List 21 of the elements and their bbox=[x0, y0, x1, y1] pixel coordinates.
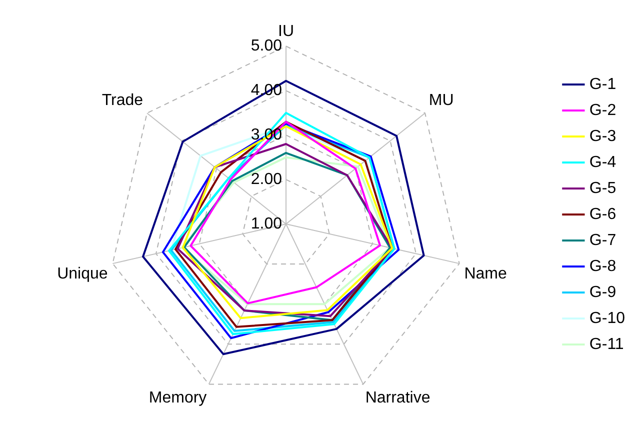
spoke-label: Memory bbox=[148, 390, 207, 407]
y-tick-label: 1.00 bbox=[250, 215, 282, 232]
spoke-label: Narrative bbox=[365, 390, 430, 407]
legend-label: G-6 bbox=[589, 206, 616, 223]
spoke-label: Trade bbox=[102, 92, 144, 109]
y-tick-label: 2.00 bbox=[250, 170, 282, 188]
spoke-label: MU bbox=[428, 92, 454, 109]
y-tick-label: 5.00 bbox=[250, 38, 282, 55]
legend-label: G-4 bbox=[589, 154, 616, 171]
legend-label: G-10 bbox=[589, 310, 626, 327]
legend-label: G-7 bbox=[589, 232, 616, 249]
spoke-label: Name bbox=[464, 266, 507, 283]
spoke-label: IU bbox=[278, 23, 294, 40]
spoke-label: Unique bbox=[57, 266, 108, 283]
legend-label: G-5 bbox=[589, 180, 616, 197]
legend-label: G-3 bbox=[589, 128, 616, 145]
legend-label: G-11 bbox=[589, 336, 624, 353]
legend-label: G-9 bbox=[589, 284, 616, 301]
legend-label: G-1 bbox=[589, 76, 616, 93]
legend-label: G-2 bbox=[589, 102, 616, 119]
legend-label: G-8 bbox=[589, 258, 616, 275]
